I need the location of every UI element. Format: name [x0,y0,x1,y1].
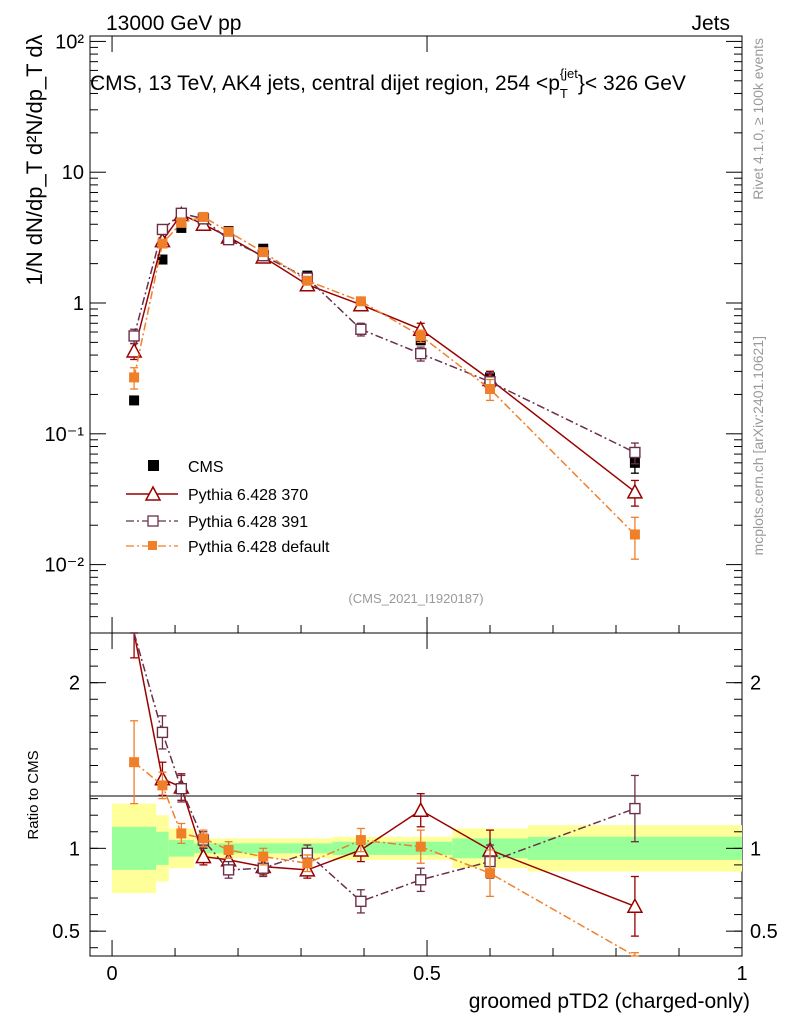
category-label: Jets [691,12,730,35]
ratio-point-pythia-6-428-391 [156,726,169,739]
ratio-ytick-label-right: 2 [750,673,761,695]
ratio-point-pythia-6-428-370 [412,801,429,817]
plot-title-superscript: {jet [560,66,578,81]
main-point-pythia-6-428-default [198,211,209,222]
main-ytick-label: 10⁻² [45,555,85,577]
ratio-panel-frame [89,632,743,957]
ratio-line-pythia-6-428-default [133,761,636,957]
ratio-point-pythia-6-428-391 [175,783,188,795]
main-ytick-label: 10 [62,162,84,184]
ratio-point-pythia-6-428-default [415,841,426,852]
main-point-pythia-6-428-default [302,275,313,286]
main-ytick-label: 10² [55,31,84,53]
main-point-pythia-6-428-391 [629,446,641,459]
analysis-id: (CMS_2021_I1920187) [348,591,483,606]
ratio-series-pythia-6-428-default [129,720,639,957]
ratio-ytick-label-left: 1 [69,838,80,860]
band-stat-0 [112,826,157,870]
ratio-ytick-label-left: 0.5 [52,921,80,943]
ratio-ytick-label-right: 1 [750,838,761,860]
main-point-pythia-6-428-391 [175,207,188,220]
main-point-cms [129,395,140,406]
ratio-point-pythia-6-428-default [258,851,269,862]
ratio-point-pythia-6-428-default [223,844,234,855]
main-ytick-label: 10⁻¹ [45,424,85,446]
main-point-pythia-6-428-default [415,330,426,341]
ratio-point-pythia-6-428-391 [355,895,367,908]
ratio-point-pythia-6-428-default [485,868,496,879]
plot-title: CMS, 13 TeV, AK4 jets, central dijet reg… [90,66,686,101]
legend-label-pythia-default: Pythia 6.428 default [188,539,330,556]
main-point-pythia-6-428-370 [626,483,644,499]
ratio-series-pythia-6-428-370 [130,632,644,937]
main-point-cms [157,254,168,265]
plot-title-end: }< 326 GeV [578,72,686,95]
main-point-pythia-6-428-391 [355,323,367,335]
main-point-pythia-6-428-default [629,529,640,540]
legend-item-pythia-default: Pythia 6.428 default [126,539,330,556]
main-point-pythia-6-428-370 [125,342,143,358]
legend-label-pythia-370: Pythia 6.428 370 [188,487,308,504]
main-ytick-label: 1 [73,293,84,315]
ratio-point-pythia-6-428-default [355,835,366,846]
main-line-pythia-6-428-391 [133,212,636,454]
ratio-point-pythia-6-428-391 [222,864,235,876]
main-point-cms [176,222,187,233]
main-point-pythia-6-428-default [258,247,269,258]
ratio-series-pythia-6-428-391 [130,632,641,914]
ratio-point-pythia-6-428-370 [626,897,644,914]
legend-marker-pythia-370 [144,485,162,501]
legend: CMS Pythia 6.428 370 Pythia 6.428 391 Py… [126,459,330,556]
main-point-pythia-6-428-default [157,238,168,249]
ratio-ytick-label-right: 0.5 [750,921,778,943]
main-point-pythia-6-428-default [485,384,496,395]
main-series-pythia-6-428-391 [128,207,641,465]
xtick-label: 0 [106,963,117,985]
ratio-point-pythia-6-428-default [129,757,140,768]
main-point-pythia-6-428-default [129,372,140,383]
band-stat-1 [156,831,169,865]
main-point-pythia-6-428-391 [415,347,427,360]
plot-title-subscript: T [560,86,568,101]
ratio-ytick-label-left: 2 [69,673,80,695]
main-point-pythia-6-428-default [355,296,366,307]
ratio-point-pythia-6-428-default [198,833,209,844]
energy-label: 13000 GeV pp [106,12,241,35]
side-label-site: mcplots.cern.ch [arXiv:2401.10621] [750,336,766,555]
main-point-pythia-6-428-391 [156,223,169,236]
legend-item-pythia-370: Pythia 6.428 370 [126,485,308,504]
ratio-point-pythia-6-428-default [302,858,313,869]
main-y-axis-label: 1/N dN/dp_T d²N/dp_T dλ [22,34,47,285]
main-line-pythia-6-428-370 [133,213,636,493]
legend-marker-cms [148,460,159,471]
band-stat-2 [168,840,194,857]
main-point-pythia-6-428-default [223,226,234,237]
ratio-point-pythia-6-428-default [157,780,168,791]
main-series-pythia-6-428-default [129,211,640,560]
xtick-label: 1 [736,963,747,985]
legend-marker-pythia-default [148,541,157,550]
ratio-y-axis-label: Ratio to CMS [25,750,42,839]
main-point-pythia-6-428-391 [128,330,140,342]
y-label-text: 1/N dN/dp_T d²N/dp_T dλ [22,34,47,285]
legend-label-cms: CMS [188,459,224,476]
series-group [125,205,644,957]
xtick-label: 0.5 [413,963,441,985]
legend-item-pythia-391: Pythia 6.428 391 [126,514,308,531]
band-stat-6 [527,836,742,860]
ratio-point-pythia-6-428-391 [415,874,427,886]
ratio-point-pythia-6-428-391 [629,802,641,815]
legend-item-cms: CMS [148,459,224,476]
side-label-rivet: Rivet 4.1.0, ≥ 100k events [750,38,766,200]
ratio-point-pythia-6-428-default [176,828,187,839]
ratio-point-pythia-6-428-370 [195,848,212,864]
main-point-pythia-6-428-default [176,217,187,228]
plot-title-main: CMS, 13 TeV, AK4 jets, central dijet reg… [90,72,560,95]
legend-label-pythia-391: Pythia 6.428 391 [188,514,308,531]
x-axis-label: groomed pTD2 (charged-only) [469,990,750,1013]
main-series-cms [129,215,640,474]
legend-marker-pythia-391 [147,515,159,527]
